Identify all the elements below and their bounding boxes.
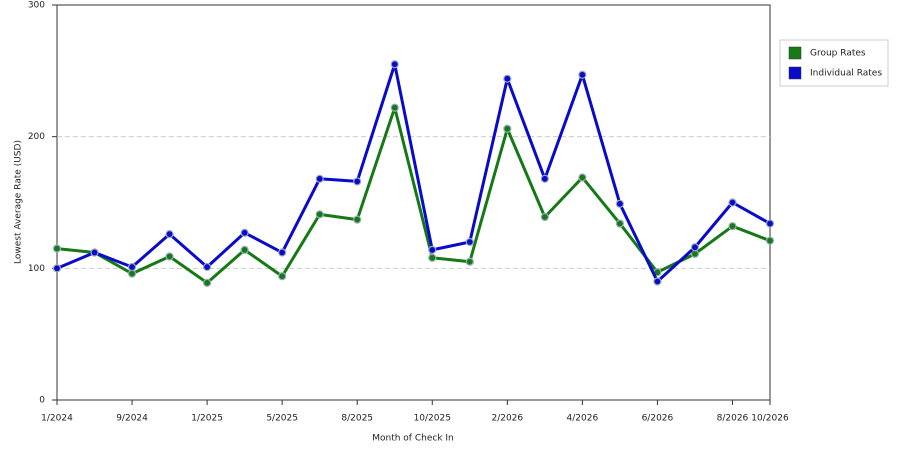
x-tick-label: 10/2025 bbox=[414, 414, 451, 424]
legend-swatch bbox=[788, 46, 802, 60]
point bbox=[165, 230, 174, 239]
point bbox=[353, 215, 362, 224]
y-tick-label: 0 bbox=[39, 396, 45, 406]
point bbox=[165, 252, 174, 261]
x-tick-label: 6/2026 bbox=[642, 414, 674, 424]
y-tick-label: 100 bbox=[28, 264, 45, 274]
point bbox=[465, 237, 474, 247]
y-tick-label: 200 bbox=[28, 132, 45, 142]
point bbox=[465, 257, 474, 266]
x-tick-label: 9/2024 bbox=[116, 414, 148, 424]
x-tick-label: 5/2025 bbox=[266, 414, 298, 424]
point bbox=[127, 269, 137, 278]
x-tick-label: 1/2024 bbox=[41, 414, 73, 424]
point bbox=[765, 236, 775, 245]
point bbox=[315, 210, 324, 219]
series-line bbox=[56, 62, 771, 283]
point bbox=[353, 177, 362, 186]
point bbox=[315, 174, 324, 183]
point bbox=[278, 272, 287, 281]
point bbox=[428, 245, 437, 254]
point bbox=[728, 198, 737, 207]
point bbox=[540, 212, 549, 222]
x-tick-label: 8/2026 bbox=[717, 414, 749, 424]
x-axis-title: Month of Check In bbox=[372, 434, 454, 444]
point bbox=[578, 70, 587, 79]
series-line bbox=[56, 106, 771, 285]
point bbox=[278, 248, 287, 257]
point bbox=[690, 243, 700, 252]
point bbox=[52, 264, 62, 273]
y-tick-label: 300 bbox=[28, 1, 45, 11]
point bbox=[578, 173, 587, 182]
point bbox=[615, 199, 624, 208]
point bbox=[240, 228, 249, 237]
point bbox=[653, 277, 662, 286]
point bbox=[390, 60, 399, 69]
point bbox=[503, 74, 512, 83]
point bbox=[127, 262, 137, 272]
point bbox=[503, 124, 512, 133]
legend-swatch bbox=[788, 66, 802, 80]
point bbox=[203, 262, 212, 272]
point bbox=[615, 219, 624, 228]
legend-label: Individual Rates bbox=[810, 69, 882, 79]
x-tick-label: 4/2026 bbox=[567, 414, 599, 424]
x-tick-label: 8/2025 bbox=[341, 414, 373, 424]
point bbox=[428, 253, 437, 262]
plot-frame bbox=[56, 4, 771, 401]
point bbox=[52, 244, 62, 253]
x-tick-label: 10/2026 bbox=[751, 414, 789, 424]
x-tick-label: 1/2025 bbox=[191, 414, 223, 424]
point bbox=[540, 174, 549, 183]
point bbox=[90, 248, 99, 257]
x-tick-label: 2/2026 bbox=[491, 414, 523, 424]
point bbox=[390, 103, 399, 112]
y-axis-title: Lowest Average Rate (USD) bbox=[14, 140, 24, 264]
point bbox=[728, 222, 737, 231]
point bbox=[203, 278, 212, 287]
point bbox=[765, 219, 775, 228]
legend-label: Group Rates bbox=[810, 49, 866, 59]
point bbox=[240, 245, 249, 254]
